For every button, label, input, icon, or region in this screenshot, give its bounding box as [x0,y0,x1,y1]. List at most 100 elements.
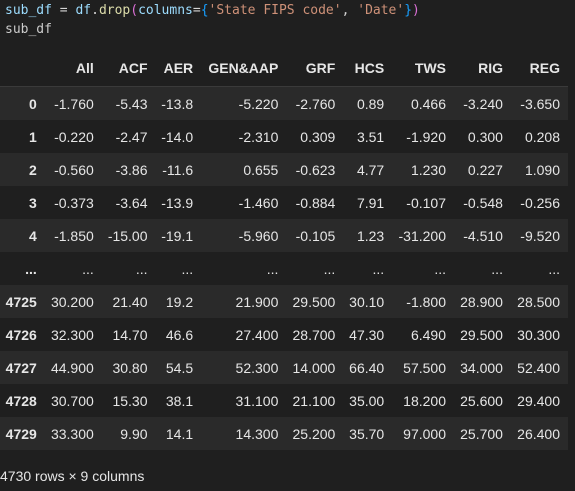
dataframe-shape: 4730 rows × 9 columns [0,468,145,484]
row-index: 4725 [5,293,37,310]
table-cell: 34.000 [460,359,503,376]
table-cell: 25.600 [460,392,503,409]
table-cell: 32.300 [50,326,94,343]
index-header [0,50,45,87]
table-cell: 19.2 [165,293,194,310]
table-cell: ... [135,260,148,277]
table-row: 4 -1.850 -15.00 -19.1 -5.960 -0.105 1.23 -31.20… [0,219,568,252]
table-cell: -0.105 [295,227,336,244]
table-cell: -2.310 [238,128,279,145]
table-row: 4727 44.900 30.80 54.5 52.300 14.000 66.40 57.5… [0,351,568,384]
table-cell: 3.51 [356,128,385,145]
code-dot: . [91,3,99,18]
column-header: AER [155,50,202,87]
table-row: .............................. [0,252,568,285]
table-cell: 0.208 [524,128,560,145]
row-index: 4728 [5,392,37,409]
table-cell: -2.47 [115,128,148,145]
column-header: RIG [454,50,511,87]
table-cell: ... [548,260,560,277]
table-cell: 0.227 [467,161,503,178]
row-index: 0 [29,95,37,112]
table-cell: -3.64 [115,194,148,211]
table-cell: 0.89 [356,95,385,112]
table-cell: 26.400 [517,425,560,442]
table-cell: 14.000 [292,359,336,376]
table-cell: 1.230 [410,161,446,178]
table-cell: -13.8 [161,95,194,112]
table-cell: 0.466 [410,95,446,112]
table-cell: 29.400 [517,392,560,409]
code-line-1: sub_df = df.drop(columns={'State FIPS co… [5,1,575,20]
table-cell: 25.700 [460,425,503,442]
table-cell: -0.560 [54,161,94,178]
table-cell: 66.40 [349,359,385,376]
table-cell: 57.500 [403,359,446,376]
table-cell: 27.400 [235,326,279,343]
column-header: ACF [101,50,156,87]
table-cell: ... [181,260,194,277]
table-cell: 47.30 [349,326,385,343]
table-row: 1 -0.220 -2.47 -14.0 -2.310 0.309 3.51 -1.920 0.… [0,120,568,153]
table-cell: -31.200 [398,227,446,244]
table-cell: 25.200 [292,425,336,442]
table-row: 3 -0.373 -3.64 -13.9 -1.460 -0.884 7.91 -0.107-… [0,186,568,219]
table-cell: 28.900 [460,293,503,310]
table-cell: -0.373 [54,194,94,211]
table-cell: 15.30 [112,392,148,409]
table-cell: 52.300 [235,359,279,376]
table-cell: 0.655 [243,161,279,178]
table-cell: -1.850 [54,227,94,244]
table-cell: 33.300 [50,425,94,442]
table-cell: 9.90 [120,425,148,442]
table-cell: -11.6 [162,161,194,178]
code-function: drop [98,3,131,18]
table-cell: ... [82,260,94,277]
column-header: TWS [392,50,454,87]
column-header: REG [510,50,568,87]
table-row: 4726 32.300 14.70 46.6 27.400 28.700 47.30 6.49… [0,318,568,351]
code-string-2: 'Date' [357,3,405,18]
table-cell: 35.00 [349,392,385,409]
row-index: 4727 [5,359,37,376]
table-cell: -0.623 [295,161,336,178]
table-cell: 28.700 [292,326,336,343]
table-cell: -5.43 [115,95,148,112]
table-body: 0 -1.760 -5.43 -13.8 -5.220 -2.760 0.89 0.466 -3… [0,86,568,450]
code-kw-equals: = [192,3,201,18]
table-cell: -3.86 [115,161,148,178]
code-assign: = [51,3,76,18]
row-index: 4 [29,227,37,244]
table-cell: 30.200 [50,293,94,310]
table-cell: 1.090 [524,161,560,178]
table-row: 4728 30.700 15.30 38.1 31.100 21.100 35.00 18.2… [0,384,568,417]
table-cell: 30.700 [50,392,94,409]
table-cell: 18.200 [403,392,446,409]
table-cell: -0.884 [295,194,336,211]
table-cell: 14.300 [235,425,279,442]
table-cell: -0.107 [406,194,446,211]
code-keyword-arg: columns [138,3,193,18]
code-line-2: sub_df [5,22,52,37]
table-cell: -0.256 [520,194,560,211]
table-cell: 14.70 [112,326,148,343]
table-row: 2 -0.560 -3.86 -11.6 0.655 -0.623 4.77 1.230 0.2… [0,153,568,186]
table-cell: -1.800 [406,293,446,310]
code-obj: df [75,3,92,18]
table-row: 4729 33.300 9.90 14.1 14.300 25.200 35.70 97.00… [0,417,568,450]
table-cell: -5.960 [238,227,279,244]
table-cell: 21.900 [235,293,279,310]
table-cell: 46.6 [165,326,194,343]
code-cell-input[interactable]: sub_df = df.drop(columns={'State FIPS co… [0,0,575,43]
table-header: All ACF AER GEN&AAP GRF HCS TWS RIG REG [0,50,568,87]
table-cell: -1.760 [54,95,94,112]
dataframe-table: All ACF AER GEN&AAP GRF HCS TWS RIG REG 0 -1.760 -… [0,50,568,450]
table-cell: 14.1 [165,425,194,442]
table-row: 0 -1.760 -5.43 -13.8 -5.220 -2.760 0.89 0.466 -3… [0,86,568,120]
column-header: All [44,50,102,87]
table-cell: -2.760 [295,95,336,112]
table-cell: 1.23 [356,227,385,244]
table-cell: 29.500 [292,293,336,310]
table-cell: 44.900 [50,359,94,376]
table-cell: 0.309 [300,128,336,145]
